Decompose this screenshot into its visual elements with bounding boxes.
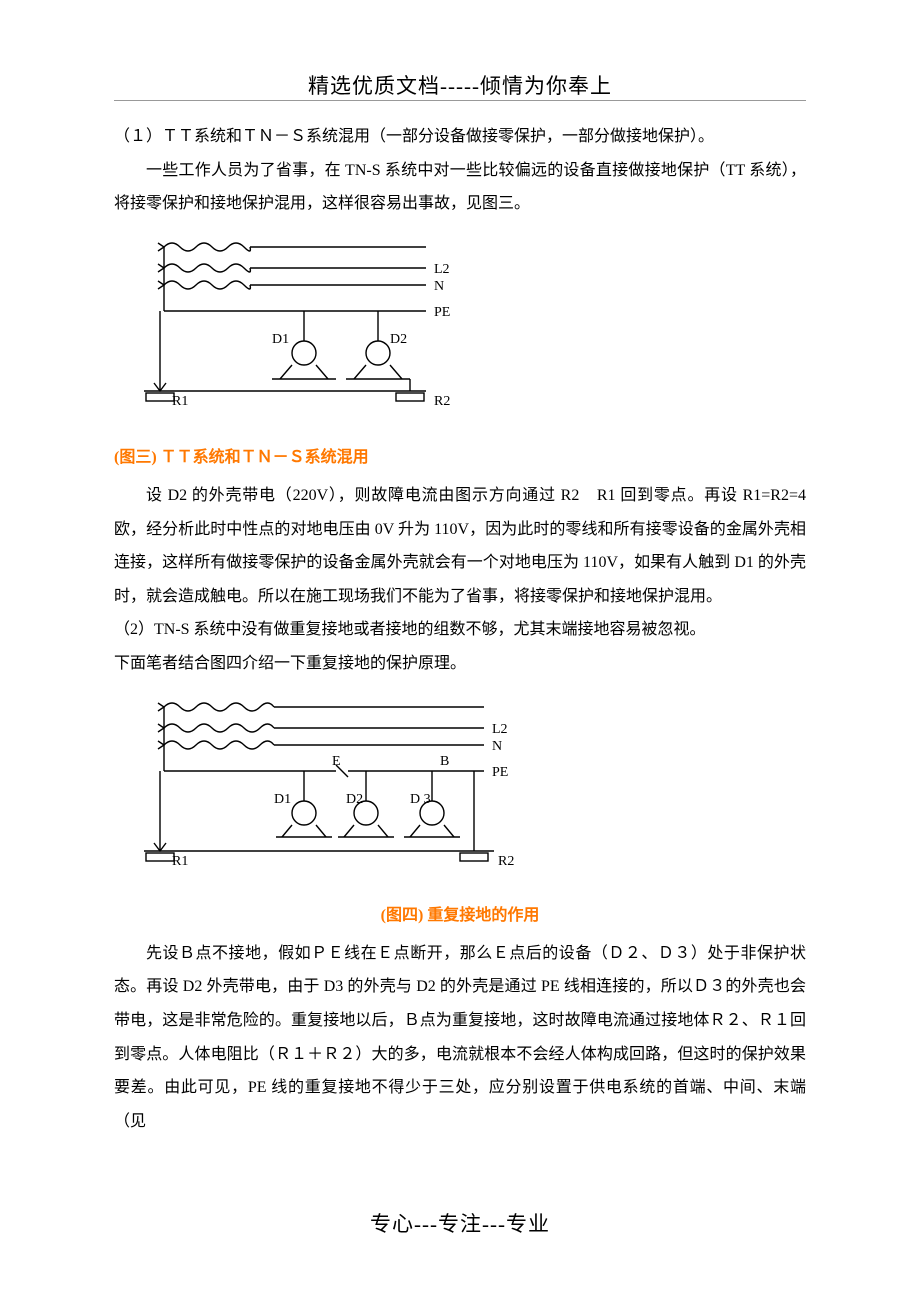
fig4-label-d3: D 3 bbox=[410, 792, 431, 807]
fig4-label-d2: D2 bbox=[346, 792, 363, 807]
page-header: 精选优质文档-----倾情为你奉上 bbox=[0, 70, 920, 100]
figure-4-svg: E B L2 N PE D1 D2 bbox=[114, 693, 534, 883]
body-content: （１）ＴＴ系统和ＴＮ－Ｓ系统混用（一部分设备做接零保护，一部分做接地保护）。 一… bbox=[114, 120, 806, 1138]
para-1: （１）ＴＴ系统和ＴＮ－Ｓ系统混用（一部分设备做接零保护，一部分做接地保护）。 bbox=[114, 120, 806, 154]
fig3-label-n: N bbox=[434, 279, 444, 294]
fig4-label-pe: PE bbox=[492, 765, 508, 780]
figure-3: L2 N PE D1 D2 bbox=[114, 233, 806, 436]
fig3-label-d2: D2 bbox=[390, 332, 407, 347]
fig4-label-b: B bbox=[440, 754, 449, 769]
figure-3-caption: (图三) ＴＴ系统和ＴＮ－Ｓ系统混用 bbox=[114, 441, 806, 475]
para-2: 一些工作人员为了省事，在 TN-S 系统中对一些比较偏远的设备直接做接地保护（T… bbox=[114, 154, 806, 221]
fig3-label-r1: R1 bbox=[172, 394, 188, 409]
fig3-label-r2: R2 bbox=[434, 394, 450, 409]
fig4-label-r2: R2 bbox=[498, 854, 514, 869]
figure-4: E B L2 N PE D1 D2 bbox=[114, 693, 806, 896]
fig4-label-e: E bbox=[332, 754, 341, 769]
figure-4-caption: (图四) 重复接地的作用 bbox=[114, 899, 806, 933]
fig3-label-d1: D1 bbox=[272, 332, 289, 347]
para-4: （2）TN-S 系统中没有做重复接地或者接地的组数不够，尤其末端接地容易被忽视。 bbox=[114, 613, 806, 647]
para-3: 设 D2 的外壳带电（220V），则故障电流由图示方向通过 R2 R1 回到零点… bbox=[114, 479, 806, 613]
fig4-label-l2: L2 bbox=[492, 722, 508, 737]
fig4-label-d1: D1 bbox=[274, 792, 291, 807]
header-rule bbox=[114, 100, 806, 101]
para-6: 先设Ｂ点不接地，假如ＰＥ线在Ｅ点断开，那么Ｅ点后的设备（Ｄ２、Ｄ３）处于非保护状… bbox=[114, 937, 806, 1139]
fig3-label-l2: L2 bbox=[434, 262, 450, 277]
page-footer: 专心---专注---专业 bbox=[0, 1208, 920, 1238]
figure-3-svg: L2 N PE D1 D2 bbox=[114, 233, 474, 423]
fig4-label-n: N bbox=[492, 739, 502, 754]
fig4-label-r1: R1 bbox=[172, 854, 188, 869]
fig3-label-pe: PE bbox=[434, 305, 450, 320]
para-5: 下面笔者结合图四介绍一下重复接地的保护原理。 bbox=[114, 647, 806, 681]
